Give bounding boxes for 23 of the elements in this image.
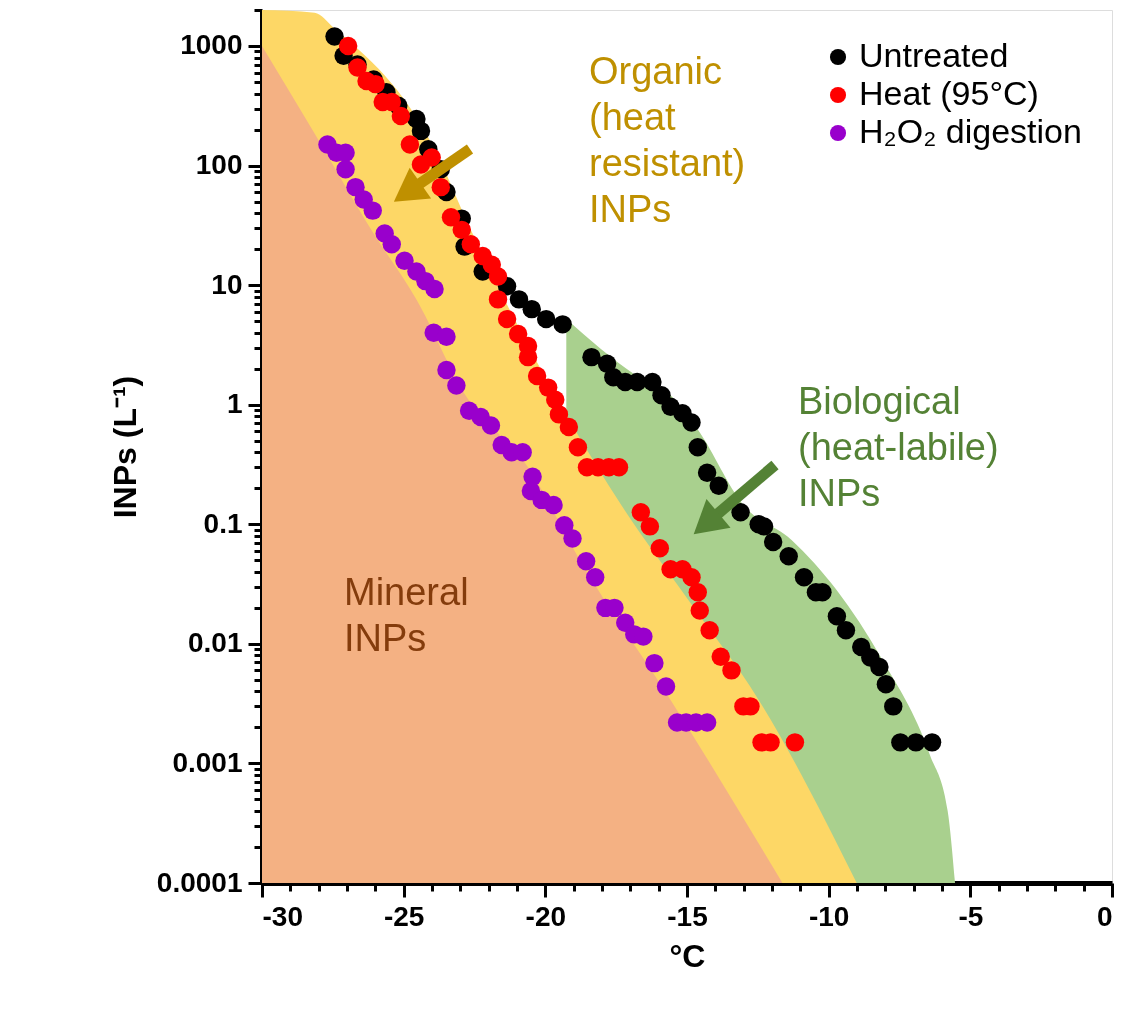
legend-label: Heat (95°C) xyxy=(859,74,1039,112)
y-tick-label: 1000 xyxy=(180,29,243,61)
y-tick-label: 1 xyxy=(226,388,243,420)
y-tick-label: 0.001 xyxy=(172,746,243,778)
y-tick-label: 100 xyxy=(195,149,243,181)
legend-label: H₂O₂ digestion xyxy=(859,112,1082,150)
y-tick-label: 0.01 xyxy=(188,627,243,659)
x-axis-title: °C xyxy=(669,937,706,974)
y-tick-label: 0.1 xyxy=(203,507,243,539)
annotation: Mineral INPs xyxy=(344,571,469,659)
annotation: Organic (heat resistant) INPs xyxy=(589,50,746,230)
x-tick-label: -15 xyxy=(667,900,708,932)
y-tick-label: 0.0001 xyxy=(156,866,243,898)
x-tick-label: -25 xyxy=(383,900,425,932)
x-tick-label: -10 xyxy=(808,900,850,932)
x-tick-label: -5 xyxy=(958,900,984,932)
x-tick-label: -30 xyxy=(262,900,303,932)
y-tick-label: 10 xyxy=(211,268,243,300)
legend-label: Untreated xyxy=(859,36,1009,74)
y-axis-title: INPs (L⁻¹) xyxy=(106,375,143,519)
annotation: Biological (heat-labile) INPs xyxy=(798,380,999,514)
x-tick-label: 0 xyxy=(1096,900,1113,932)
x-tick-label: -20 xyxy=(525,900,567,932)
